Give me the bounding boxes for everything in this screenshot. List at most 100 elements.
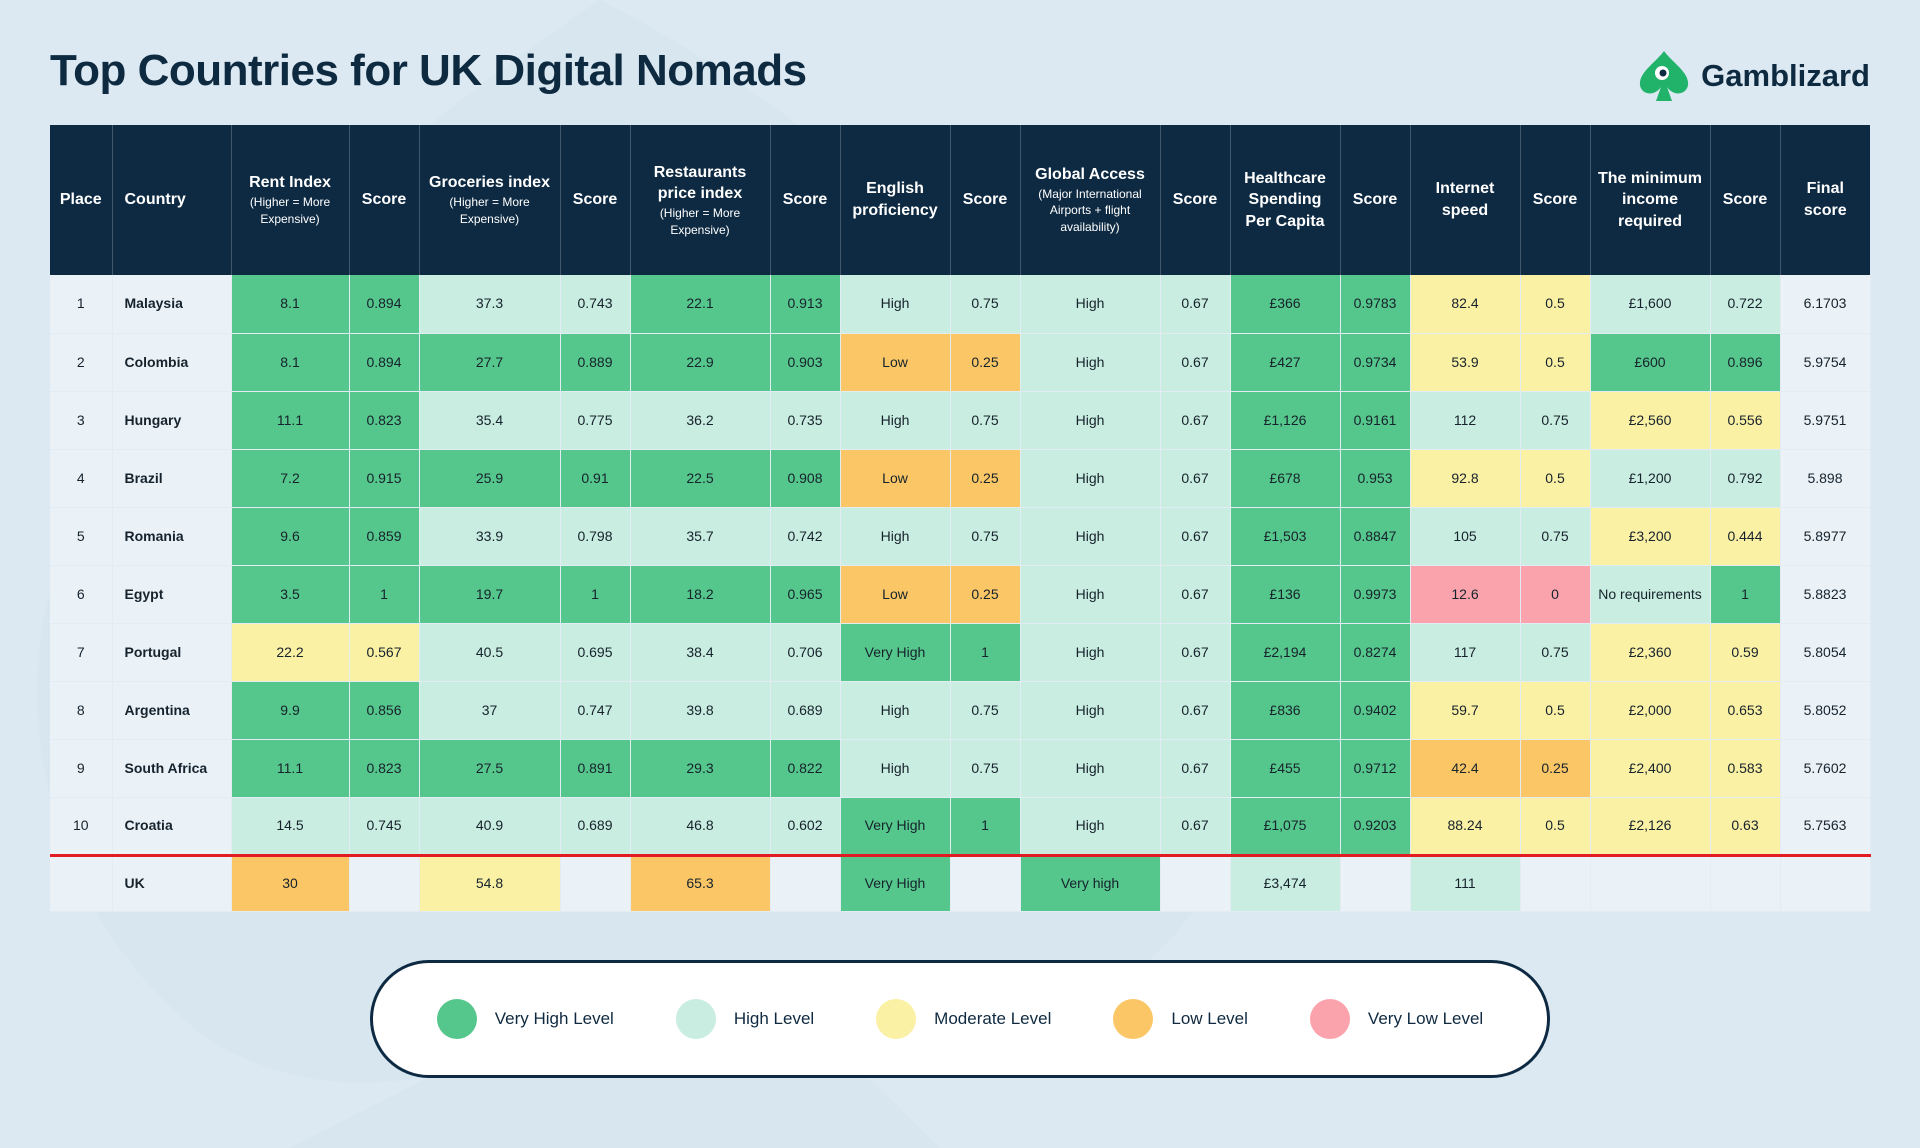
data-cell: 37.3 xyxy=(419,275,561,334)
column-title: Score xyxy=(361,191,407,209)
column-header: Score xyxy=(1340,125,1411,275)
data-cell: 0.894 xyxy=(349,333,420,392)
data-cell: 0.908 xyxy=(770,449,841,508)
data-cell: £2,126 xyxy=(1590,797,1711,856)
data-cell: £427 xyxy=(1230,333,1341,392)
data-cell: 9.9 xyxy=(231,681,350,740)
column-subtitle: (Major International Airports + flight a… xyxy=(1038,186,1142,235)
legend-label: Moderate Level xyxy=(934,1009,1052,1028)
data-cell: 0.775 xyxy=(560,391,631,450)
data-cell: 0.5 xyxy=(1520,333,1591,392)
column-title: Global Access xyxy=(1035,166,1145,183)
data-cell: 0.798 xyxy=(560,507,631,566)
data-cell: 14.5 xyxy=(231,797,350,856)
data-cell: 92.8 xyxy=(1410,449,1521,508)
data-cell: 0.745 xyxy=(349,797,420,856)
data-cell: 5.9751 xyxy=(1780,391,1871,450)
legend-item: High Level xyxy=(675,999,815,1039)
legend-swatch xyxy=(876,999,917,1039)
data-cell: 8.1 xyxy=(231,275,350,334)
data-cell: 0.915 xyxy=(349,449,420,508)
data-cell: 6.1703 xyxy=(1780,275,1871,334)
data-cell: 112 xyxy=(1410,391,1521,450)
data-cell: 0.9402 xyxy=(1340,681,1411,740)
column-header: Score xyxy=(1520,125,1591,275)
column-title: Score xyxy=(1172,191,1218,209)
data-cell: £1,600 xyxy=(1590,275,1711,334)
data-cell: 0.722 xyxy=(1710,275,1781,334)
brand-logo: Gamblizard xyxy=(1635,48,1870,104)
data-cell: 0.689 xyxy=(770,681,841,740)
column-title: Score xyxy=(1722,191,1768,209)
column-header: Score xyxy=(770,125,841,275)
data-cell: Very High xyxy=(840,797,951,856)
data-cell: 40.5 xyxy=(419,623,561,682)
data-cell xyxy=(560,853,631,912)
column-header: Global Access (Major International Airpor… xyxy=(1020,125,1161,275)
place-cell: 9 xyxy=(50,739,113,798)
data-cell: 5.8823 xyxy=(1780,565,1871,624)
data-cell: £836 xyxy=(1230,681,1341,740)
table-row: 9 South Africa 11.1 0.823 27.5 0.891 29.3 0.822… xyxy=(50,739,1871,798)
table-row: 3 Hungary 11.1 0.823 35.4 0.775 36.2 0.735 High 0… xyxy=(50,391,1871,450)
data-cell: High xyxy=(1020,333,1161,392)
data-cell: 1 xyxy=(560,565,631,624)
data-cell: 0.8847 xyxy=(1340,507,1411,566)
data-cell: 35.4 xyxy=(419,391,561,450)
legend-swatch xyxy=(675,999,716,1039)
country-cell: Hungary xyxy=(112,391,232,450)
data-cell: 0.9973 xyxy=(1340,565,1411,624)
data-cell xyxy=(1160,853,1231,912)
data-cell: 0.602 xyxy=(770,797,841,856)
column-header: Internet speed xyxy=(1410,125,1521,275)
data-cell: 0.903 xyxy=(770,333,841,392)
data-cell: 35.7 xyxy=(630,507,771,566)
table-row: 5 Romania 9.6 0.859 33.9 0.798 35.7 0.742 High 0.… xyxy=(50,507,1871,566)
legend-label: High Level xyxy=(733,1009,815,1028)
data-cell: 0.9712 xyxy=(1340,739,1411,798)
page-title: Top Countries for UK Digital Nomads xyxy=(50,46,807,95)
table-row: 8 Argentina 9.9 0.856 37 0.747 39.8 0.689 High 0.… xyxy=(50,681,1871,740)
country-cell: Portugal xyxy=(112,623,232,682)
data-cell xyxy=(950,853,1021,912)
data-cell: £678 xyxy=(1230,449,1341,508)
place-cell: 2 xyxy=(50,333,113,392)
data-cell xyxy=(1590,853,1711,912)
data-cell: 0.59 xyxy=(1710,623,1781,682)
data-cell: 0.856 xyxy=(349,681,420,740)
data-cell: 36.2 xyxy=(630,391,771,450)
data-cell: 5.898 xyxy=(1780,449,1871,508)
data-cell: 88.24 xyxy=(1410,797,1521,856)
lizard-spade-icon xyxy=(1640,51,1689,101)
table-row: 2 Colombia 8.1 0.894 27.7 0.889 22.9 0.903 Low 0.… xyxy=(50,333,1871,392)
data-cell: High xyxy=(1020,797,1161,856)
data-cell: 0.747 xyxy=(560,681,631,740)
data-cell xyxy=(770,853,841,912)
data-cell: 0.67 xyxy=(1160,275,1231,334)
country-cell: Romania xyxy=(112,507,232,566)
column-header: Healthcare Spending Per Capita xyxy=(1230,125,1341,275)
data-cell: 0.689 xyxy=(560,797,631,856)
data-cell: £1,075 xyxy=(1230,797,1341,856)
data-cell: 0.706 xyxy=(770,623,841,682)
data-cell: 0.5 xyxy=(1520,681,1591,740)
data-cell: 0.9203 xyxy=(1340,797,1411,856)
data-cell: 0.67 xyxy=(1160,449,1231,508)
data-cell: 38.4 xyxy=(630,623,771,682)
data-cell: 25.9 xyxy=(419,449,561,508)
data-cell: £1,503 xyxy=(1230,507,1341,566)
column-title: Country xyxy=(124,191,186,209)
data-cell: 0.75 xyxy=(950,275,1021,334)
data-cell: £2,000 xyxy=(1590,681,1711,740)
data-cell: 0.75 xyxy=(950,391,1021,450)
data-cell: £366 xyxy=(1230,275,1341,334)
column-title: Score xyxy=(1532,191,1578,209)
data-cell xyxy=(1780,853,1871,912)
data-cell: High xyxy=(840,391,951,450)
data-cell: High xyxy=(1020,449,1161,508)
data-cell: 5.7563 xyxy=(1780,797,1871,856)
data-cell: 0.953 xyxy=(1340,449,1411,508)
data-cell: 0.75 xyxy=(950,739,1021,798)
data-cell xyxy=(1710,853,1781,912)
column-title: The minimum income required xyxy=(1597,169,1702,230)
